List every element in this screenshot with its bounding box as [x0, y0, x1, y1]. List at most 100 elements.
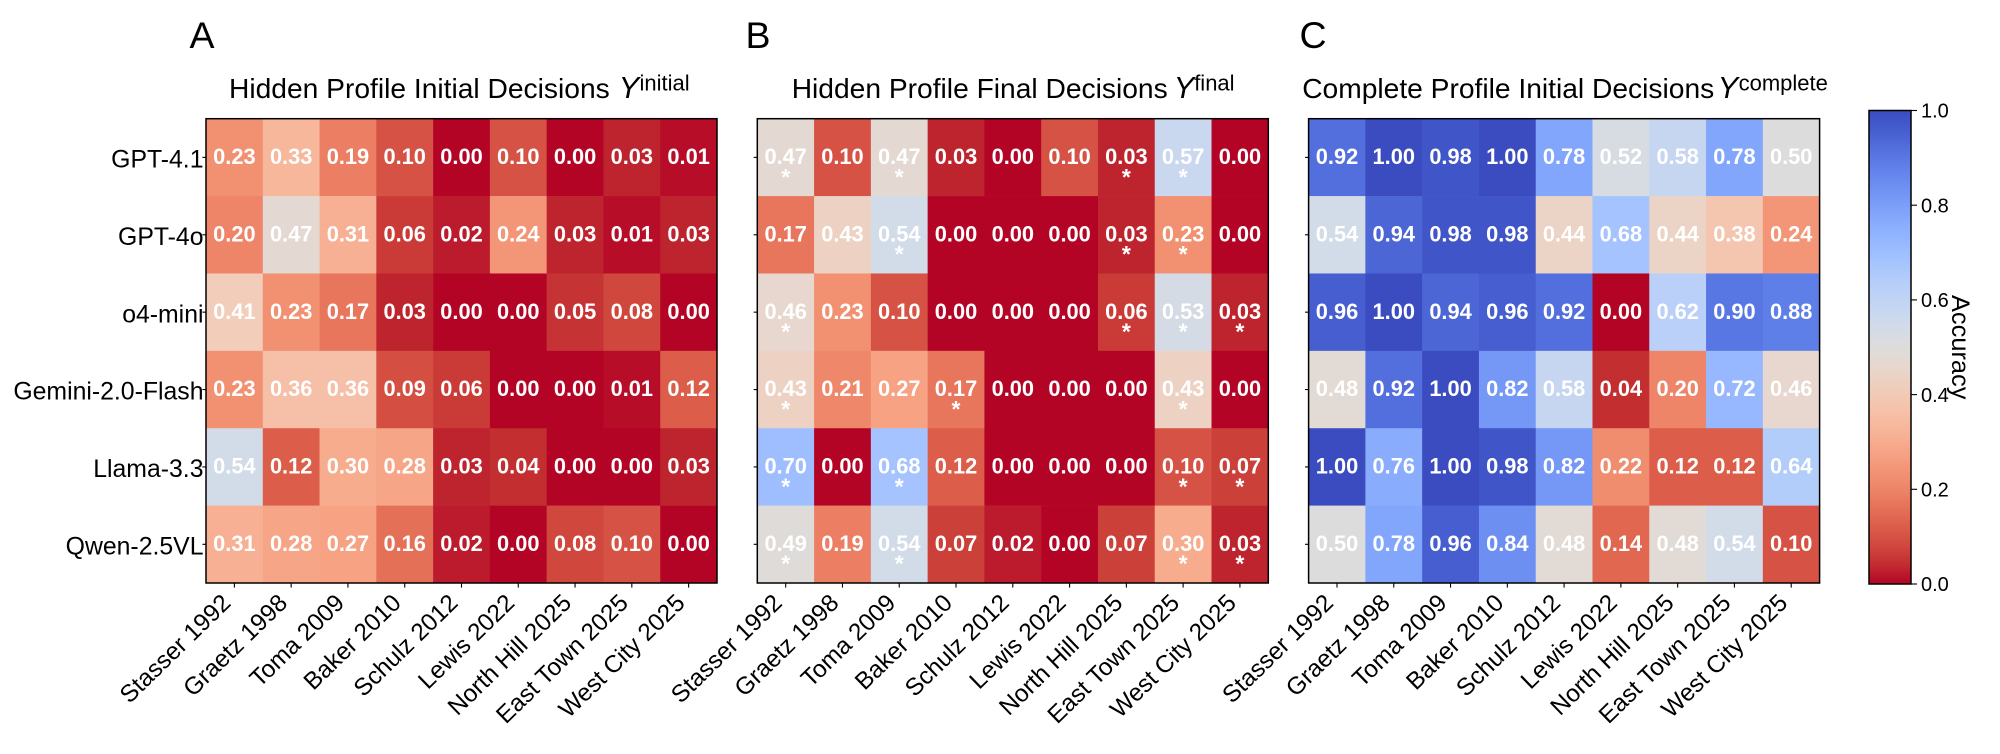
svg-text:0.94: 0.94 — [1373, 221, 1415, 246]
svg-text:0.78: 0.78 — [1543, 144, 1585, 169]
svg-text:1.00: 1.00 — [1316, 454, 1358, 479]
svg-text:0.06: 0.06 — [440, 376, 482, 401]
svg-text:0.06: 0.06 — [1105, 299, 1147, 324]
svg-text:0.10: 0.10 — [1048, 144, 1090, 169]
svg-text:0.07: 0.07 — [935, 531, 977, 556]
svg-text:0.30: 0.30 — [1162, 531, 1204, 556]
svg-text:0.10: 0.10 — [384, 144, 426, 169]
svg-text:1.00: 1.00 — [1429, 376, 1471, 401]
svg-text:*: * — [1122, 164, 1131, 190]
svg-text:0.0: 0.0 — [1921, 574, 1949, 596]
svg-text:0.68: 0.68 — [1600, 221, 1642, 246]
svg-text:0.44: 0.44 — [1543, 221, 1585, 246]
svg-text:0.27: 0.27 — [327, 531, 369, 556]
svg-text:0.54: 0.54 — [1713, 531, 1755, 556]
svg-text:0.00: 0.00 — [1048, 299, 1090, 324]
svg-text:0.00: 0.00 — [992, 376, 1034, 401]
svg-text:0.76: 0.76 — [1373, 454, 1415, 479]
svg-text:0.22: 0.22 — [1600, 454, 1642, 479]
svg-text:0.00: 0.00 — [667, 531, 709, 556]
svg-text:0.01: 0.01 — [611, 376, 653, 401]
svg-text:GPT-4o: GPT-4o — [118, 224, 203, 251]
svg-text:0.70: 0.70 — [764, 454, 806, 479]
svg-text:*: * — [781, 551, 790, 577]
svg-text:GPT-4.1: GPT-4.1 — [111, 147, 203, 174]
svg-text:0.03: 0.03 — [1105, 144, 1147, 169]
svg-text:0.72: 0.72 — [1713, 376, 1755, 401]
svg-text:*: * — [1235, 319, 1244, 345]
svg-text:0.54: 0.54 — [213, 454, 255, 479]
svg-text:0.00: 0.00 — [497, 299, 539, 324]
svg-text:0.10: 0.10 — [1162, 454, 1204, 479]
svg-text:0.23: 0.23 — [213, 376, 255, 401]
svg-text:0.92: 0.92 — [1543, 299, 1585, 324]
svg-text:0.02: 0.02 — [440, 531, 482, 556]
svg-text:0.03: 0.03 — [611, 144, 653, 169]
svg-text:0.12: 0.12 — [667, 376, 709, 401]
svg-text:0.24: 0.24 — [1770, 221, 1812, 246]
svg-text:0.36: 0.36 — [270, 376, 312, 401]
svg-text:0.78: 0.78 — [1373, 531, 1415, 556]
svg-text:0.03: 0.03 — [667, 221, 709, 246]
svg-text:Y: Y — [619, 71, 642, 105]
svg-text:0.54: 0.54 — [878, 221, 920, 246]
svg-text:0.94: 0.94 — [1429, 299, 1471, 324]
svg-text:*: * — [1179, 319, 1188, 345]
svg-text:*: * — [1122, 319, 1131, 345]
svg-text:0.48: 0.48 — [1316, 376, 1358, 401]
svg-text:0.24: 0.24 — [497, 221, 539, 246]
svg-text:0.28: 0.28 — [270, 531, 312, 556]
svg-text:Complete Profile Initial Decis: Complete Profile Initial Decisions — [1302, 72, 1714, 104]
svg-text:*: * — [1235, 473, 1244, 499]
svg-text:Hidden Profile Final Decisions: Hidden Profile Final Decisions — [792, 72, 1168, 104]
svg-text:0.96: 0.96 — [1429, 531, 1471, 556]
svg-text:0.92: 0.92 — [1316, 144, 1358, 169]
svg-text:0.20: 0.20 — [213, 221, 255, 246]
svg-text:0.52: 0.52 — [1600, 144, 1642, 169]
svg-text:0.47: 0.47 — [878, 144, 920, 169]
svg-text:*: * — [1179, 473, 1188, 499]
svg-text:C: C — [1300, 14, 1327, 56]
svg-text:0.50: 0.50 — [1316, 531, 1358, 556]
svg-text:0.64: 0.64 — [1770, 454, 1812, 479]
svg-text:Y: Y — [1174, 71, 1197, 105]
svg-text:0.47: 0.47 — [764, 144, 806, 169]
svg-text:0.43: 0.43 — [1162, 376, 1204, 401]
svg-text:Y: Y — [1718, 71, 1741, 105]
svg-text:0.00: 0.00 — [935, 221, 977, 246]
svg-text:A: A — [190, 14, 215, 56]
svg-text:0.48: 0.48 — [1656, 531, 1698, 556]
svg-text:initial: initial — [640, 70, 690, 95]
svg-text:0.19: 0.19 — [821, 531, 863, 556]
svg-text:0.03: 0.03 — [935, 144, 977, 169]
svg-text:*: * — [1179, 396, 1188, 422]
svg-text:1.00: 1.00 — [1373, 299, 1415, 324]
svg-text:0.96: 0.96 — [1316, 299, 1358, 324]
svg-text:0.05: 0.05 — [554, 299, 596, 324]
svg-text:0.07: 0.07 — [1219, 454, 1261, 479]
svg-text:0.20: 0.20 — [1656, 376, 1698, 401]
svg-text:1.00: 1.00 — [1486, 144, 1528, 169]
svg-text:0.54: 0.54 — [1316, 221, 1358, 246]
svg-text:0.17: 0.17 — [935, 376, 977, 401]
svg-text:0.58: 0.58 — [1656, 144, 1698, 169]
svg-text:0.00: 0.00 — [554, 376, 596, 401]
svg-text:0.00: 0.00 — [992, 454, 1034, 479]
svg-text:0.00: 0.00 — [1105, 454, 1147, 479]
svg-text:0.31: 0.31 — [213, 531, 255, 556]
svg-text:0.02: 0.02 — [440, 221, 482, 246]
svg-text:0.00: 0.00 — [1219, 376, 1261, 401]
svg-text:0.23: 0.23 — [213, 144, 255, 169]
svg-text:0.12: 0.12 — [935, 454, 977, 479]
svg-text:0.92: 0.92 — [1373, 376, 1415, 401]
svg-text:0.28: 0.28 — [384, 454, 426, 479]
svg-text:0.6: 0.6 — [1921, 290, 1949, 312]
svg-text:o4-mini: o4-mini — [122, 301, 203, 328]
svg-text:complete: complete — [1739, 70, 1828, 95]
svg-text:0.00: 0.00 — [497, 531, 539, 556]
svg-text:0.49: 0.49 — [764, 531, 806, 556]
svg-text:*: * — [1122, 241, 1131, 267]
svg-text:0.08: 0.08 — [554, 531, 596, 556]
svg-text:0.04: 0.04 — [1600, 376, 1642, 401]
svg-text:0.10: 0.10 — [1770, 531, 1812, 556]
